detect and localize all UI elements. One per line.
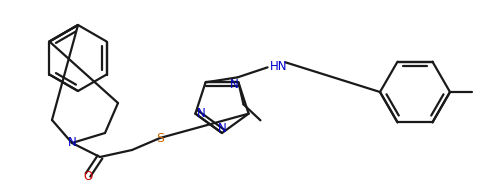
Text: N: N xyxy=(230,78,239,91)
Text: N: N xyxy=(68,136,76,150)
Text: N: N xyxy=(197,107,205,120)
Text: S: S xyxy=(156,131,164,144)
Text: HN: HN xyxy=(270,60,287,73)
Text: O: O xyxy=(84,169,92,183)
Text: N: N xyxy=(218,121,226,135)
